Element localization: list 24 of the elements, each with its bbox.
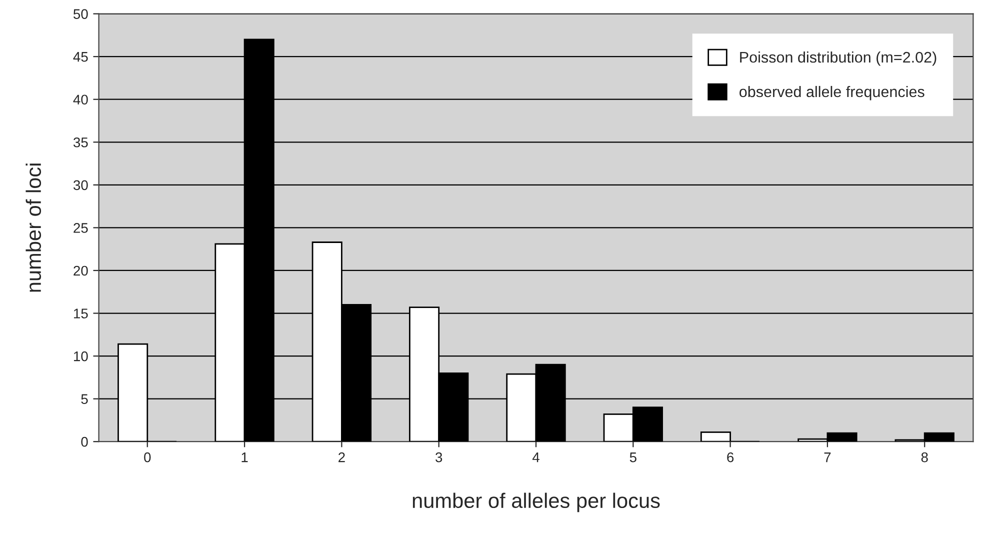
y-tick-label: 30 bbox=[73, 180, 88, 190]
legend-label: Poisson distribution (m=2.02) bbox=[740, 51, 936, 66]
x-tick-label: 4 bbox=[532, 452, 540, 462]
y-tick-label: 15 bbox=[74, 308, 88, 318]
y-tick-label: 40 bbox=[73, 94, 88, 105]
y-tick-label: 20 bbox=[74, 266, 88, 276]
x-tick-label: 5 bbox=[630, 452, 636, 462]
x-tick-label: 3 bbox=[436, 452, 442, 462]
legend-label: observed allele frequencies bbox=[740, 86, 924, 100]
y-tick-label: 10 bbox=[74, 351, 88, 362]
x-tick-label: 2 bbox=[338, 452, 345, 462]
x-tick-label: 8 bbox=[921, 452, 928, 462]
x-tick-label: 6 bbox=[727, 452, 734, 462]
y-axis-title: number of loci bbox=[26, 164, 42, 292]
x-tick-label: 1 bbox=[242, 452, 248, 462]
y-tick-label: 35 bbox=[73, 137, 88, 148]
y-tick-label: 50 bbox=[73, 9, 88, 19]
y-tick-label: 25 bbox=[74, 223, 88, 233]
y-tick-label: 0 bbox=[81, 436, 88, 447]
y-tick-label: 45 bbox=[73, 52, 88, 62]
x-tick-label: 0 bbox=[144, 452, 151, 462]
y-tick-label: 5 bbox=[81, 394, 88, 404]
x-axis-title: number of alleles per locus bbox=[412, 492, 660, 512]
x-tick-label: 7 bbox=[824, 452, 831, 462]
